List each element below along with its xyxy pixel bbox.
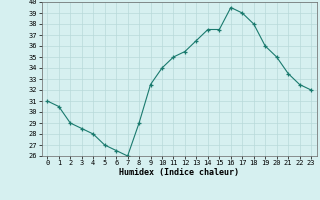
X-axis label: Humidex (Indice chaleur): Humidex (Indice chaleur)	[119, 168, 239, 177]
